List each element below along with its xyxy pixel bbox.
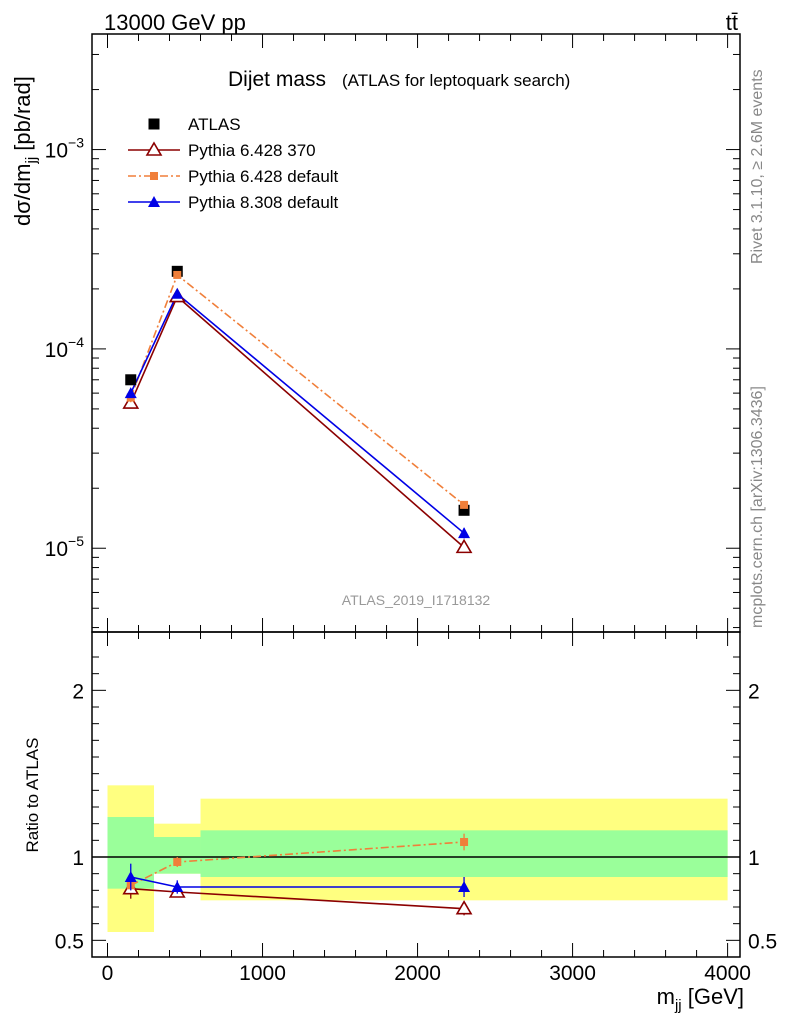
ratio-plot-panel: 0.5 0.5 1 1 2 2 0 1000 2000 3000 4000 Ratio to AT… xyxy=(23,631,777,1014)
x-tick-label: 0 xyxy=(102,962,114,985)
ratio-data-point xyxy=(458,881,471,892)
y-tick-label: 10−4 xyxy=(45,334,85,362)
series-line-2 xyxy=(130,273,465,506)
data-point xyxy=(124,387,137,399)
main-plot-markers xyxy=(122,265,473,554)
series-line-3 xyxy=(130,292,465,534)
legend: ATLAS Pythia 6.428 370 Pythia 6.428 defaul… xyxy=(128,115,339,212)
energy-label: 13000 GeV pp xyxy=(104,10,246,35)
data-point xyxy=(125,374,137,386)
ratio-data-point xyxy=(124,871,137,882)
rivet-label: Rivet 3.1.10, ≥ 2.6M events xyxy=(749,69,766,264)
ratio-markers xyxy=(122,833,473,916)
ratio-data-point xyxy=(171,881,184,892)
main-plot-panel: 10−5 10−4 10−3 Dijet mass (ATLAS for lepto… xyxy=(10,33,741,633)
ratio-data-point xyxy=(460,838,469,846)
process-label: tt̄ xyxy=(726,10,738,35)
ratio-plot-frame xyxy=(91,631,741,958)
main-plot-series-lines xyxy=(130,273,465,548)
data-point xyxy=(458,527,471,539)
ratio-y-tick-label: 2 xyxy=(72,680,84,703)
main-plot-ticks xyxy=(92,34,740,632)
chart-subtitle: (ATLAS for leptoquark search) xyxy=(342,71,570,90)
mcplots-label: mcplots.cern.ch [arXiv:1306.3436] xyxy=(749,386,766,628)
ratio-y-tick-label-right: 2 xyxy=(748,680,760,703)
y-tick-label: 10−5 xyxy=(45,533,85,561)
legend-marker xyxy=(150,172,158,180)
data-point xyxy=(460,500,469,509)
ratio-data-point xyxy=(455,900,473,915)
data-point xyxy=(171,287,184,299)
y-tick-label: 10−3 xyxy=(45,135,85,163)
legend-label: Pythia 8.308 default xyxy=(188,193,339,212)
data-point xyxy=(458,504,470,516)
inner-band xyxy=(154,837,201,874)
y-axis-label: dσ/dmjj [pb/rad] xyxy=(10,76,40,226)
ratio-y-axis-label: Ratio to ATLAS xyxy=(23,738,42,853)
watermark-label: ATLAS_2019_I1718132 xyxy=(342,592,491,608)
ratio-y-tick-label-right: 1 xyxy=(748,847,760,870)
ratio-plot-ticks xyxy=(92,632,740,957)
legend-label: Pythia 6.428 370 xyxy=(188,141,316,160)
legend-label: ATLAS xyxy=(188,115,241,134)
data-point xyxy=(173,270,182,279)
ratio-y-tick-labels: 0.5 0.5 1 1 2 2 xyxy=(55,680,777,953)
data-point xyxy=(455,538,473,554)
legend-label: Pythia 6.428 default xyxy=(188,167,339,186)
x-tick-label: 4000 xyxy=(704,962,751,985)
x-tick-label: 3000 xyxy=(549,962,596,985)
x-tick-label: 2000 xyxy=(394,962,441,985)
chart-title: Dijet mass xyxy=(228,68,326,91)
legend-marker xyxy=(145,141,163,156)
ratio-y-tick-label-right: 0.5 xyxy=(748,930,777,953)
main-plot-y-tick-labels: 10−5 10−4 10−3 xyxy=(45,135,85,562)
legend-marker xyxy=(148,196,160,207)
x-axis-label: mjj [GeV] xyxy=(657,984,744,1014)
ratio-y-tick-label: 0.5 xyxy=(55,930,84,953)
x-tick-labels: 0 1000 2000 3000 4000 xyxy=(102,962,751,985)
series-line-1 xyxy=(130,295,465,548)
ratio-y-tick-label: 1 xyxy=(72,847,84,870)
legend-marker xyxy=(148,118,160,130)
x-tick-label: 1000 xyxy=(239,962,286,985)
uncertainty-bands xyxy=(107,785,728,932)
ratio-data-point xyxy=(173,858,182,866)
